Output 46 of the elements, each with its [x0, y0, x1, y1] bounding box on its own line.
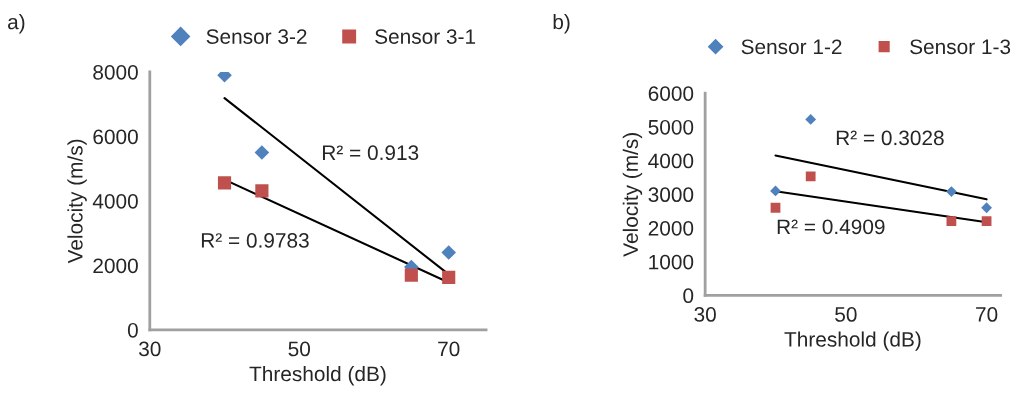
x-axis-title: Threshold (dB) — [249, 365, 386, 386]
point — [770, 185, 781, 197]
annotation: R² = 0.3028 — [836, 130, 944, 146]
point — [441, 245, 456, 260]
point — [946, 186, 957, 197]
x-tick-label: 30 — [694, 307, 716, 322]
y-tick-label: 8000 — [93, 64, 138, 80]
y-tick-label: 4000 — [92, 193, 138, 209]
chart-title: b) — [553, 14, 570, 34]
y-tick-label: 4000 — [648, 153, 694, 169]
y-tick-label: 5000 — [648, 119, 694, 135]
point — [442, 270, 456, 284]
point — [805, 114, 817, 125]
legend-label: Sensor 1-2 — [741, 39, 842, 55]
point — [770, 202, 781, 213]
y-tick-label: 2000 — [93, 258, 138, 274]
legend-label: Sensor 1-3 — [910, 39, 1011, 55]
y-tick-label: 1000 — [649, 254, 694, 270]
point — [981, 202, 992, 214]
y-axis-title: Velocity (m/s) — [67, 139, 87, 264]
point — [404, 268, 418, 282]
chart-title: a) — [8, 14, 25, 34]
x-tick-label: 70 — [976, 307, 998, 322]
y-tick-label: 6000 — [93, 129, 138, 145]
point — [981, 216, 992, 227]
y-tick-label: 2000 — [648, 220, 694, 236]
annotation: R² = 0.9783 — [201, 233, 309, 248]
y-axis-title: Velocity (m/s) — [622, 133, 643, 257]
y-tick-label: 3000 — [648, 187, 694, 203]
point — [254, 145, 270, 160]
x-tick-label: 50 — [288, 341, 311, 357]
y-tick-label: 0 — [683, 288, 694, 304]
point — [805, 171, 816, 182]
legend-label: Sensor 3-1 — [375, 29, 476, 44]
x-tick-label: 50 — [835, 307, 857, 322]
point — [217, 176, 232, 190]
annotation: R² = 0.913 — [323, 145, 419, 161]
x-tick-label: 30 — [139, 341, 161, 357]
annotation: R² = 0.4909 — [777, 219, 885, 235]
x-tick-label: 70 — [438, 341, 460, 357]
y-tick-label: 0 — [127, 322, 138, 338]
point — [946, 216, 957, 227]
legend-label: Sensor 3-2 — [206, 29, 307, 44]
point — [255, 184, 269, 198]
x-axis-title: Threshold (dB) — [784, 331, 921, 351]
y-tick-label: 6000 — [648, 86, 694, 101]
